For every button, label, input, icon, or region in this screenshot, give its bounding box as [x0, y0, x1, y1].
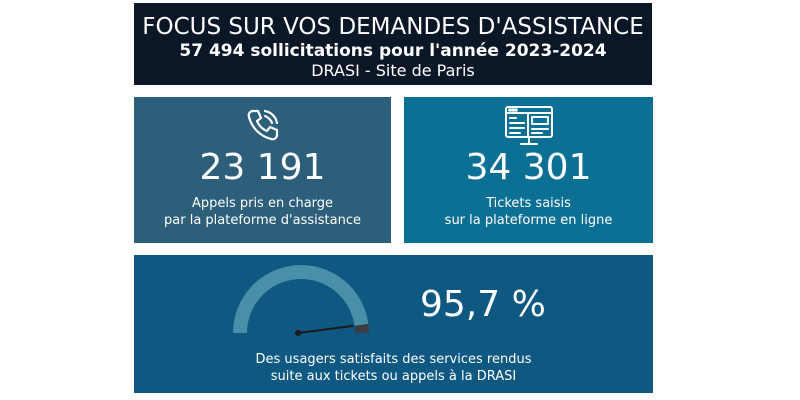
calls-caption: Appels pris en charge par la plateforme … — [134, 195, 391, 229]
calls-caption-line-2: par la plateforme d'assistance — [164, 213, 361, 228]
site-label: DRASI - Site de Paris — [311, 61, 475, 80]
calls-caption-line-1: Appels pris en charge — [191, 196, 334, 211]
gauge-icon — [228, 264, 374, 343]
satisfaction-percent: 95,7 % — [420, 284, 546, 325]
calls-count: 23 191 — [199, 147, 326, 188]
computer-screen-icon — [504, 105, 554, 151]
gauge-remainder — [354, 323, 369, 333]
tickets-card: 34 301 Tickets saisis sur la plateforme … — [404, 97, 653, 243]
satisfaction-caption-line-1: Des usagers satisfaits des services rend… — [255, 352, 532, 367]
phone-icon — [243, 105, 283, 149]
gauge-hub — [295, 330, 301, 336]
page-subtitle: 57 494 sollicitations pour l'année 2023-… — [179, 41, 607, 61]
tickets-count: 34 301 — [465, 147, 592, 188]
page-header: FOCUS SUR VOS DEMANDES D'ASSISTANCE 57 4… — [134, 3, 652, 85]
gauge-needle — [297, 324, 354, 334]
satisfaction-card: 95,7 % Des usagers satisfaits des servic… — [134, 255, 653, 393]
tickets-caption: Tickets saisis sur la plateforme en lign… — [404, 195, 653, 229]
tickets-caption-line-2: sur la plateforme en ligne — [444, 213, 613, 228]
tickets-caption-line-1: Tickets saisis — [486, 196, 571, 211]
calls-card: 23 191 Appels pris en charge par la plat… — [134, 97, 391, 243]
page-title: FOCUS SUR VOS DEMANDES D'ASSISTANCE — [142, 14, 644, 40]
satisfaction-caption-line-2: suite aux tickets ou appels à la DRASI — [270, 369, 517, 384]
gauge-fill — [233, 264, 369, 333]
satisfaction-caption: Des usagers satisfaits des services rend… — [134, 351, 653, 385]
